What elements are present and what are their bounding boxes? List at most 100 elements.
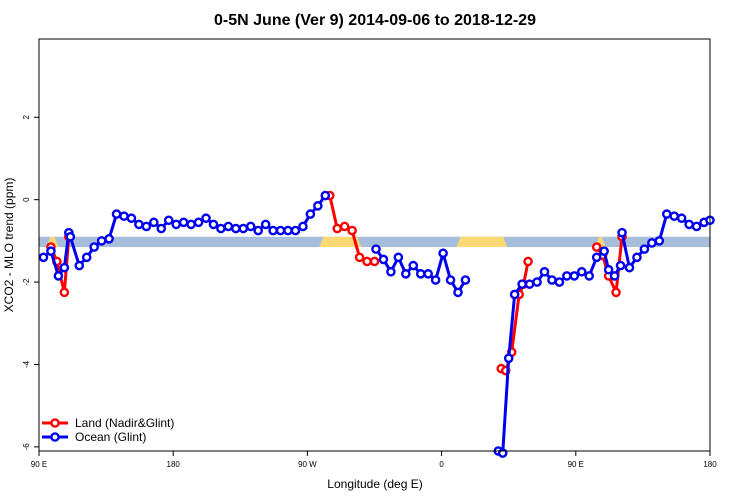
data-point xyxy=(74,260,85,271)
data-point xyxy=(401,269,411,279)
data-point xyxy=(134,219,144,230)
legend-label: Ocean (Glint) xyxy=(75,430,146,444)
y-axis-label: XCO2 - MLO trend (ppm) xyxy=(2,178,16,313)
data-point xyxy=(445,275,456,285)
data-point xyxy=(332,223,343,234)
data-point xyxy=(313,201,323,211)
legend: Land (Nadir&Glint)Ocean (Glint) xyxy=(42,416,174,444)
data-point xyxy=(260,219,271,230)
legend-marker xyxy=(50,432,60,442)
data-point xyxy=(386,266,396,277)
data-point xyxy=(523,256,533,267)
data-point xyxy=(339,221,350,232)
data-point xyxy=(163,215,174,226)
data-point xyxy=(624,262,635,273)
data-point xyxy=(193,217,204,228)
x-axis-label: Longitude (deg E) xyxy=(327,477,422,491)
data-point xyxy=(371,244,381,254)
data-point xyxy=(599,246,609,256)
plot-series xyxy=(38,190,715,458)
data-point xyxy=(186,219,196,230)
ocean-band xyxy=(39,236,710,248)
data-point xyxy=(38,252,49,263)
data-point xyxy=(632,252,642,263)
data-point xyxy=(393,252,404,263)
x-axis-ticks: 90 E 180 90 W 0 90 E 180 xyxy=(31,451,717,469)
data-point xyxy=(654,236,665,246)
data-point xyxy=(547,275,557,285)
data-point xyxy=(178,217,189,228)
data-point xyxy=(430,275,441,285)
data-point xyxy=(539,266,550,277)
data-point xyxy=(298,221,308,232)
chart-title: 0-5N June (Ver 9) 2014-09-06 to 2018-12-… xyxy=(214,12,536,29)
data-point xyxy=(591,252,602,263)
legend-item: Land (Nadir&Glint) xyxy=(42,416,174,430)
data-point xyxy=(104,234,114,244)
x-tick-label: 90 W xyxy=(298,460,317,469)
data-point xyxy=(268,225,278,236)
data-point xyxy=(517,279,527,289)
data-point xyxy=(438,248,448,259)
data-point xyxy=(96,236,107,246)
data-point xyxy=(53,271,64,281)
data-point xyxy=(354,252,365,263)
data-point xyxy=(46,246,56,256)
x-tick-label: 180 xyxy=(167,460,181,469)
data-point xyxy=(290,225,301,236)
y-tick-label: -4 xyxy=(22,360,31,368)
x-tick-label: 90 E xyxy=(568,460,584,469)
data-point xyxy=(423,269,433,279)
data-point xyxy=(562,271,572,281)
data-point xyxy=(460,275,471,285)
y-tick-label: 2 xyxy=(22,115,31,120)
data-point xyxy=(647,238,657,248)
data-point xyxy=(81,252,92,263)
data-point xyxy=(65,231,76,242)
data-point xyxy=(576,266,587,277)
data-point xyxy=(119,211,129,221)
y-tick-label: 0 xyxy=(22,197,31,202)
data-point xyxy=(378,254,389,265)
data-point xyxy=(615,260,626,271)
data-point xyxy=(503,353,514,364)
data-point xyxy=(532,277,542,287)
y-tick-label: -2 xyxy=(22,278,31,286)
x-tick-label: 180 xyxy=(703,460,717,469)
land-band-segment xyxy=(456,236,508,248)
data-point xyxy=(111,209,122,219)
data-point xyxy=(216,223,226,234)
data-point xyxy=(676,213,687,224)
data-point xyxy=(156,223,167,234)
data-point xyxy=(617,227,627,238)
data-point xyxy=(453,287,463,298)
data-point xyxy=(684,219,694,230)
data-point xyxy=(141,221,152,232)
data-point xyxy=(275,225,286,236)
y-axis-ticks: 2 0 -2 -4 -6 xyxy=(22,115,39,451)
data-point xyxy=(126,213,137,224)
data-point xyxy=(253,225,263,236)
data-point xyxy=(661,209,672,219)
data-point xyxy=(691,221,702,232)
x-tick-label: 0 xyxy=(439,460,444,469)
data-point xyxy=(223,221,234,232)
data-point xyxy=(603,264,614,275)
data-point xyxy=(201,213,211,224)
data-point xyxy=(509,289,520,300)
data-point xyxy=(524,279,535,289)
legend-marker xyxy=(50,418,60,428)
x-tick-label: 90 E xyxy=(31,460,47,469)
data-point xyxy=(59,287,70,298)
data-point xyxy=(609,271,620,281)
data-point xyxy=(171,219,181,230)
data-point xyxy=(347,225,357,236)
data-point xyxy=(362,256,372,267)
data-point xyxy=(569,271,580,281)
data-point xyxy=(584,271,595,281)
data-point xyxy=(369,256,380,267)
data-point xyxy=(305,209,316,219)
data-point xyxy=(208,219,219,230)
y-tick-label: -6 xyxy=(22,443,31,451)
